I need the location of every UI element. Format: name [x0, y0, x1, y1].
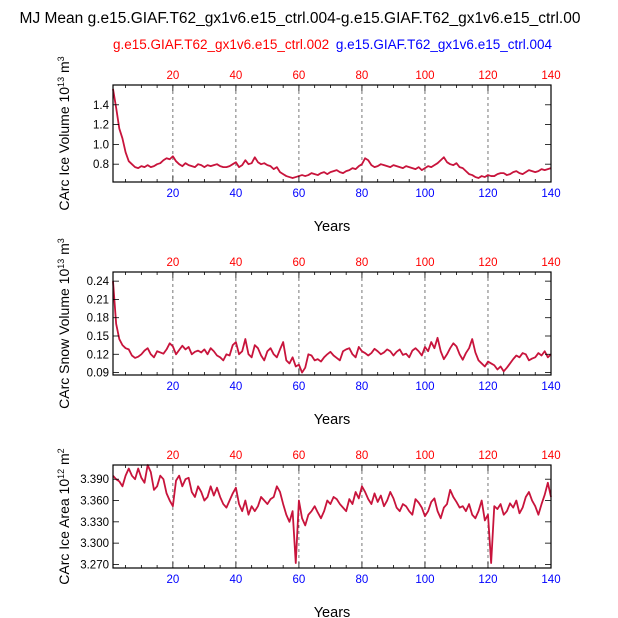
- y-tick-label: 0.18: [87, 313, 109, 325]
- x-tick-label-bottom: 100: [415, 574, 434, 586]
- y-tick-label: 1.4: [93, 100, 110, 112]
- x-tick-label-bottom: 140: [541, 188, 560, 200]
- x-tick-label-top: 120: [478, 257, 497, 269]
- y-axis-label-text: m: [56, 61, 72, 77]
- y-tick-label: 0.12: [87, 349, 109, 361]
- x-tick-label-bottom: 80: [356, 381, 369, 393]
- x-tick-label-top: 20: [166, 450, 179, 462]
- y-axis-label-exponent: 3: [56, 56, 66, 61]
- x-axis-label: Years: [314, 605, 351, 618]
- x-axis-label: Years: [314, 412, 351, 428]
- x-tick-label-top: 40: [229, 257, 242, 269]
- series-line-1: [112, 464, 552, 564]
- x-tick-label-top: 100: [415, 450, 434, 462]
- y-axis-label: CArc Ice Volume 1013 m3: [56, 56, 72, 210]
- chart-panel-3: 20 20 40 40 60 60 80 80 100 100 120 120 140 140 3.270 3…: [56, 448, 561, 618]
- x-tick-label-bottom: 140: [541, 574, 560, 586]
- chart-panel-1: 20 20 40 40 60 60 80 80 100 100 120 120 140 140 0.8 1.0…: [56, 56, 561, 235]
- x-tick-label-top: 20: [166, 70, 179, 82]
- x-tick-label-bottom: 80: [356, 574, 369, 586]
- x-tick-label-top: 40: [229, 70, 242, 82]
- x-tick-label-bottom: 120: [478, 574, 497, 586]
- x-tick-label-bottom: 40: [229, 574, 242, 586]
- y-axis-label-exponent: 13: [56, 77, 66, 87]
- x-tick-label-top: 120: [478, 70, 497, 82]
- x-tick-label-top: 140: [541, 257, 560, 269]
- y-axis-label: CArc Snow Volume 1013 m3: [56, 238, 72, 409]
- x-tick-label-top: 20: [166, 257, 179, 269]
- y-tick-label: 3.300: [80, 538, 109, 550]
- x-tick-label-bottom: 60: [293, 381, 306, 393]
- x-tick-label-top: 80: [356, 257, 369, 269]
- y-axis-label-text: CArc Ice Volume 10: [56, 87, 72, 211]
- plot-frame: [112, 84, 552, 183]
- series-line-1: [112, 88, 552, 179]
- y-axis-label-exponent: 2: [56, 448, 66, 453]
- plot-frame: [112, 271, 552, 376]
- legend-label-blue: g.e15.GIAF.T62_gx1v6.e15_ctrl.004: [336, 37, 553, 52]
- x-tick-label-top: 100: [415, 257, 434, 269]
- x-tick-label-bottom: 40: [229, 188, 242, 200]
- y-axis-label-text: m: [56, 453, 72, 469]
- x-tick-label-top: 140: [541, 450, 560, 462]
- y-axis-label-exponent: 12: [56, 469, 66, 479]
- chart-panel-2: 20 20 40 40 60 60 80 80 100 100 120 120 140 140 0.09 0.…: [56, 238, 561, 428]
- y-tick-label: 0.21: [87, 294, 109, 306]
- y-axis-label-exponent: 13: [56, 259, 66, 269]
- y-tick-label: 3.360: [80, 496, 109, 508]
- y-tick-label: 0.24: [87, 276, 110, 288]
- x-tick-label-top: 120: [478, 450, 497, 462]
- x-tick-label-bottom: 120: [478, 188, 497, 200]
- x-tick-label-bottom: 20: [166, 381, 179, 393]
- x-tick-label-bottom: 20: [166, 188, 179, 200]
- series-line-1: [112, 281, 552, 374]
- x-tick-label-bottom: 60: [293, 188, 306, 200]
- y-tick-label: 3.330: [80, 517, 109, 529]
- y-tick-label: 0.15: [87, 331, 109, 343]
- plot-frame: [112, 464, 552, 569]
- y-axis-label-exponent: 3: [56, 238, 66, 243]
- y-tick-label: 1.0: [93, 139, 109, 151]
- x-tick-label-bottom: 40: [229, 381, 242, 393]
- y-axis-label-text: m: [56, 243, 72, 259]
- y-tick-label: 3.390: [80, 474, 109, 486]
- y-tick-label: 0.8: [93, 159, 109, 171]
- x-tick-label-top: 80: [356, 70, 369, 82]
- y-axis-label-text: CArc Ice Area 10: [56, 479, 72, 585]
- figure-title: MJ Mean g.e15.GIAF.T62_gx1v6.e15_ctrl.00…: [20, 10, 581, 27]
- x-tick-label-bottom: 60: [293, 574, 306, 586]
- y-tick-label: 0.09: [87, 368, 109, 380]
- y-tick-label: 3.270: [80, 559, 109, 571]
- x-tick-label-top: 60: [293, 450, 306, 462]
- y-tick-label: 1.2: [93, 120, 109, 132]
- legend-label-red: g.e15.GIAF.T62_gx1v6.e15_ctrl.002: [113, 37, 329, 52]
- x-tick-label-top: 60: [293, 70, 306, 82]
- x-tick-label-top: 40: [229, 450, 242, 462]
- y-axis-label-text: CArc Snow Volume 10: [56, 269, 72, 409]
- x-tick-label-top: 60: [293, 257, 306, 269]
- y-axis-label: CArc Ice Area 1012 m2: [56, 448, 72, 584]
- x-tick-label-bottom: 80: [356, 188, 369, 200]
- x-tick-label-bottom: 140: [541, 381, 560, 393]
- x-tick-label-top: 100: [415, 70, 434, 82]
- x-tick-label-top: 80: [356, 450, 369, 462]
- x-tick-label-bottom: 100: [415, 188, 434, 200]
- x-tick-label-bottom: 20: [166, 574, 179, 586]
- x-tick-label-bottom: 120: [478, 381, 497, 393]
- x-tick-label-top: 140: [541, 70, 560, 82]
- x-tick-label-bottom: 100: [415, 381, 434, 393]
- x-axis-label: Years: [314, 219, 351, 235]
